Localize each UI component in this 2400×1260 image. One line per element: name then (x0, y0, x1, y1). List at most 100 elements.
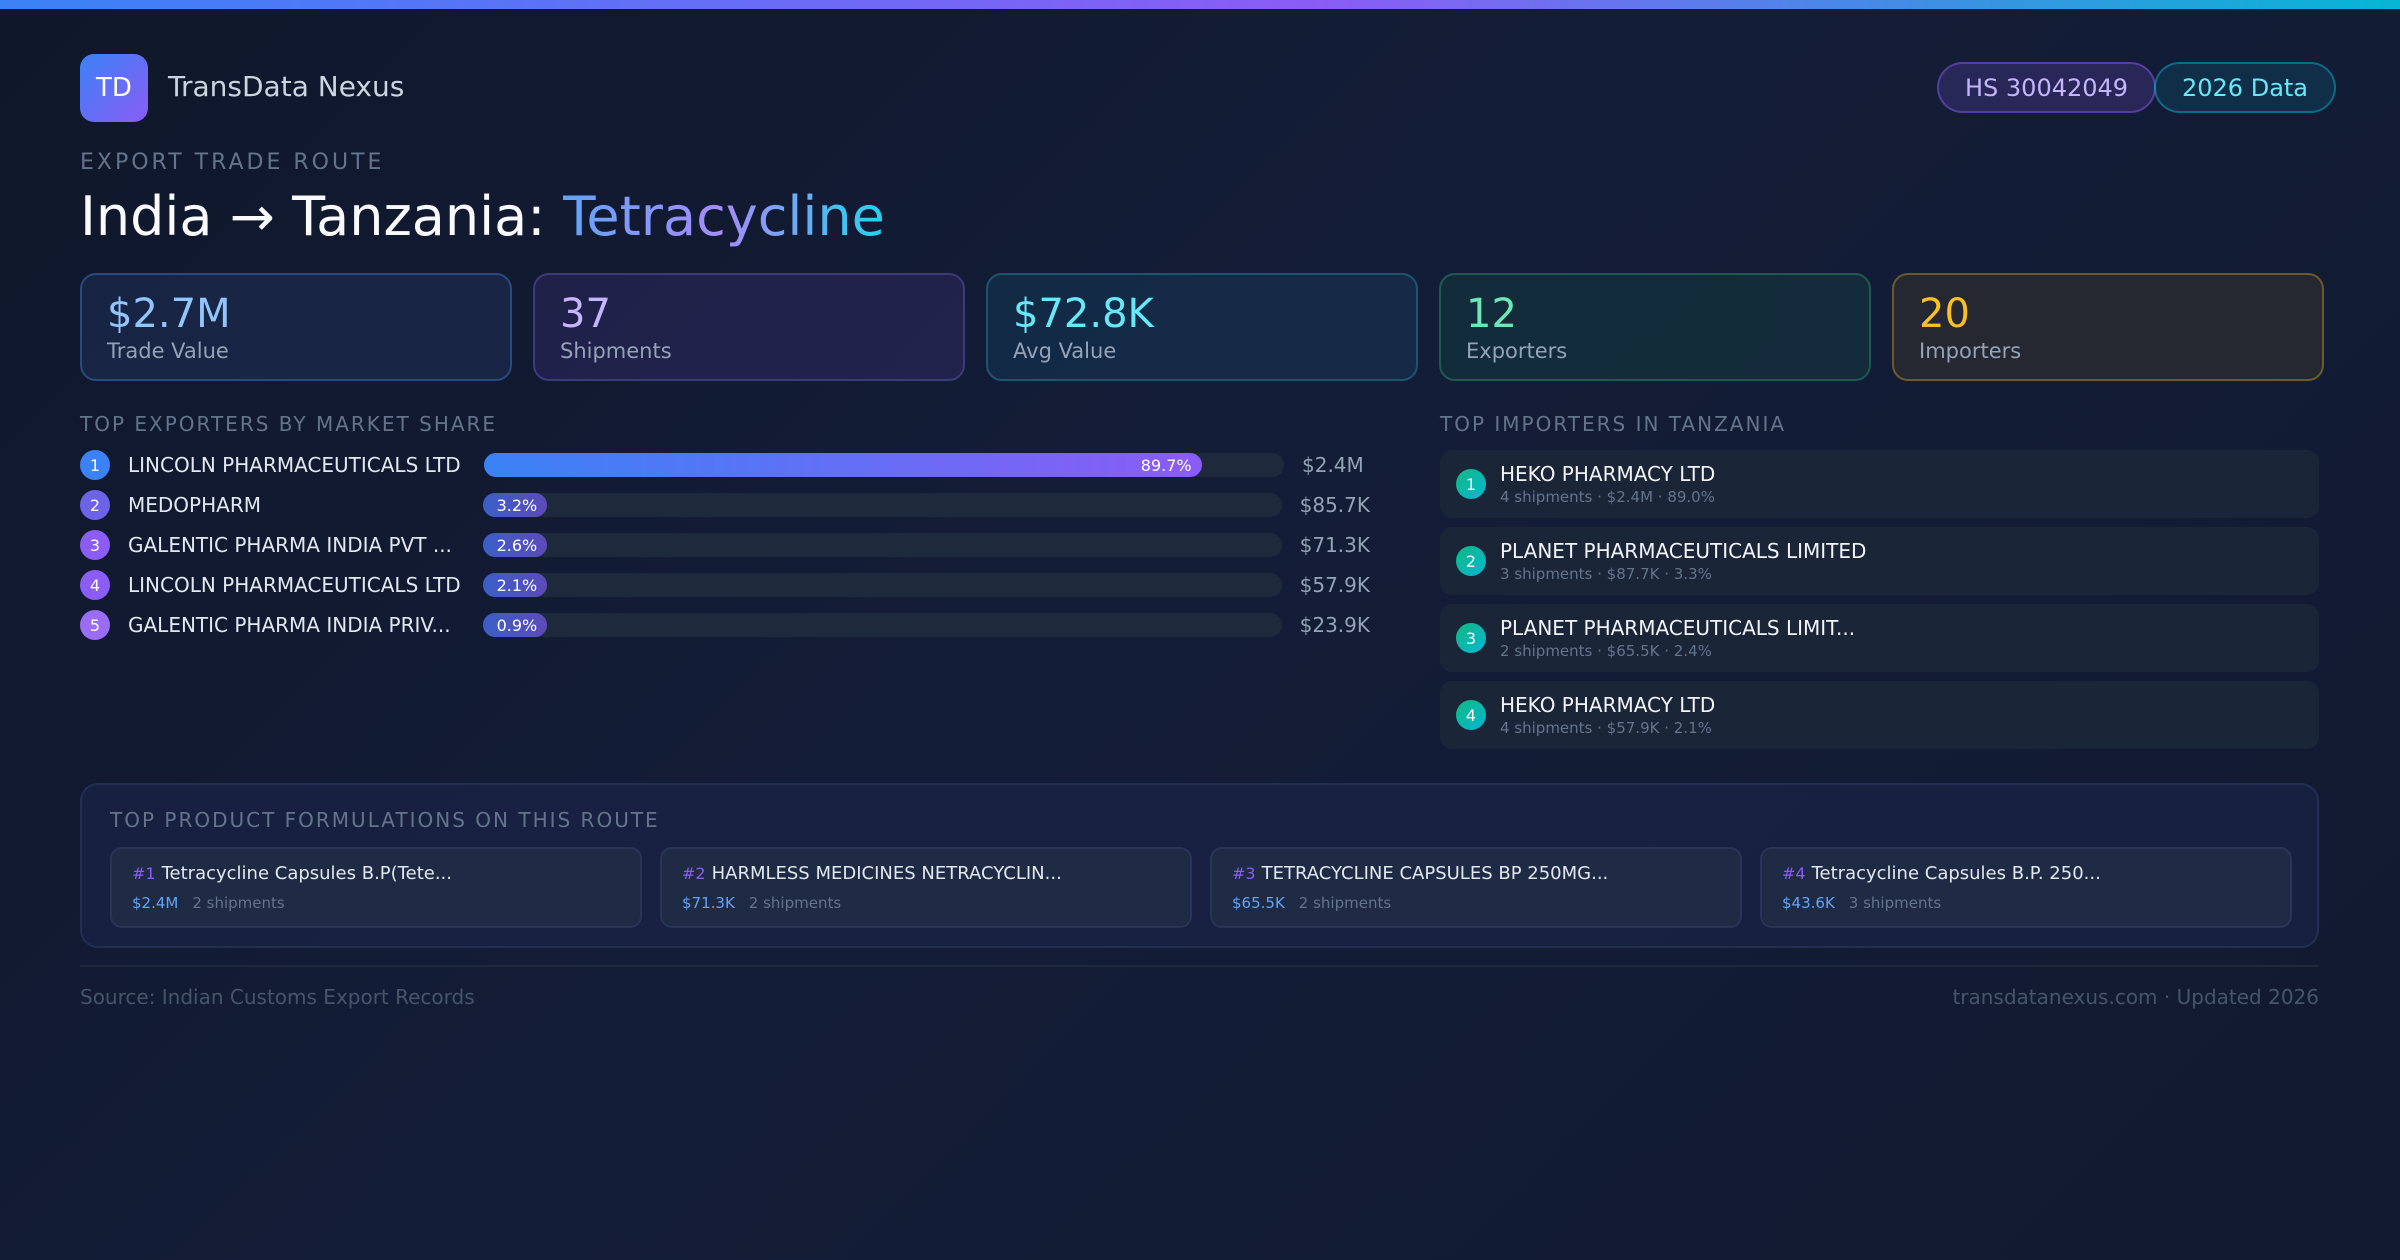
exporter-value: $2.4M (1302, 453, 1364, 477)
exporter-row[interactable]: 3 GALENTIC PHARMA INDIA PVT ... 2.6% $71… (80, 528, 1370, 562)
importer-name: PLANET PHARMACEUTICALS LIMITED (1500, 539, 1867, 563)
stat-label: Importers (1919, 339, 2022, 363)
importer-card[interactable]: 3 PLANET PHARMACEUTICALS LIMIT... 2 ship… (1440, 604, 2319, 672)
exporter-name: GALENTIC PHARMA INDIA PVT ... (128, 533, 452, 557)
exporter-row[interactable]: 1 LINCOLN PHARMACEUTICALS LTD 89.7% $2.4… (80, 448, 1370, 482)
top-accent-bar (0, 0, 2400, 9)
formulation-rank: #2 (682, 864, 706, 883)
share-label: 3.2% (496, 495, 538, 515)
stat-label: Trade Value (107, 339, 229, 363)
logo: TD (80, 54, 148, 122)
stat-value: $72.8K (1013, 291, 1154, 337)
rank-badge: 2 (1456, 546, 1486, 576)
formulation-shipments: 2 shipments (1298, 894, 1392, 912)
exporter-value: $71.3K (1299, 533, 1370, 557)
stat-value: 12 (1466, 291, 1517, 337)
brand-name: TransData Nexus (168, 70, 405, 103)
importer-card[interactable]: 2 PLANET PHARMACEUTICALS LIMITED 3 shipm… (1440, 527, 2319, 595)
importer-meta: 4 shipments · $2.4M · 89.0% (1500, 488, 1715, 506)
exporter-row[interactable]: 4 LINCOLN PHARMACEUTICALS LTD 2.1% $57.9… (80, 568, 1370, 602)
rank-badge: 5 (80, 610, 110, 640)
formulation-rank: #1 (132, 864, 156, 883)
importer-card[interactable]: 4 HEKO PHARMACY LTD 4 shipments · $57.9K… (1440, 681, 2319, 749)
rank-badge: 4 (80, 570, 110, 600)
formulation-cards: #1 Tetracycline Capsules B.P(Tete... $2.4… (110, 847, 2292, 928)
formulation-value: $2.4M (132, 894, 179, 912)
footer-divider (80, 965, 2319, 967)
formulation-shipments: 2 shipments (748, 894, 842, 912)
importer-card[interactable]: 1 HEKO PHARMACY LTD 4 shipments · $2.4M … (1440, 450, 2319, 518)
share-label: 89.7% (1140, 455, 1192, 475)
share-bar-track: 0.9% (483, 613, 1282, 637)
share-bar-fill: 89.7% (484, 453, 1202, 477)
footer-source: Source: Indian Customs Export Records (80, 985, 475, 1009)
exporters-title: TOP EXPORTERS BY MARKET SHARE (80, 412, 498, 436)
formulation-value: $71.3K (682, 894, 735, 912)
exporter-name: MEDOPHARM (128, 493, 261, 517)
exporter-name: LINCOLN PHARMACEUTICALS LTD (128, 453, 461, 477)
stats-row: $2.7M Trade Value 37 Shipments $72.8K Avg V… (80, 273, 2324, 381)
stat-avg-value: $72.8K Avg Value (986, 273, 1418, 381)
formulation-name: Tetracycline Capsules B.P. 250... (1811, 863, 2101, 884)
hs-code-badge: HS 30042049 (1937, 62, 2157, 113)
formulation-name: HARMLESS MEDICINES NETRACYCLIN... (711, 863, 1062, 884)
formulation-shipments: 3 shipments (1848, 894, 1942, 912)
exporter-row[interactable]: 2 MEDOPHARM 3.2% $85.7K (80, 488, 1370, 522)
rank-badge: 1 (1456, 469, 1486, 499)
formulation-rank: #3 (1232, 864, 1256, 883)
importers-title: TOP IMPORTERS IN TANZANIA (1440, 412, 1787, 436)
importer-name: HEKO PHARMACY LTD (1500, 693, 1716, 717)
share-bar-fill: 0.9% (483, 613, 548, 637)
rank-badge: 2 (80, 490, 110, 520)
formulations-title: TOP PRODUCT FORMULATIONS ON THIS ROUTE (110, 808, 660, 832)
formulation-card[interactable]: #1 Tetracycline Capsules B.P(Tete... $2.4… (110, 847, 642, 928)
formulations-panel: TOP PRODUCT FORMULATIONS ON THIS ROUTE #… (80, 783, 2319, 948)
stat-value: 37 (560, 291, 611, 337)
stat-label: Exporters (1466, 339, 1568, 363)
exporter-value: $57.9K (1299, 573, 1370, 597)
formulation-rank: #4 (1782, 864, 1806, 883)
formulation-card[interactable]: #2 HARMLESS MEDICINES NETRACYCLIN... $71.… (660, 847, 1192, 928)
importer-meta: 3 shipments · $87.7K · 3.3% (1500, 565, 1712, 583)
importer-meta: 2 shipments · $65.5K · 2.4% (1500, 642, 1712, 660)
year-badge: 2026 Data (2154, 62, 2337, 113)
share-bar-track: 2.1% (483, 573, 1282, 597)
share-bar-track: 89.7% (484, 453, 1284, 477)
formulation-card[interactable]: #4 Tetracycline Capsules B.P. 250... $43.… (1760, 847, 2292, 928)
eyebrow: EXPORT TRADE ROUTE (80, 150, 385, 175)
rank-badge: 1 (80, 450, 110, 480)
formulation-card[interactable]: #3 TETRACYCLINE CAPSULES BP 250MG... $65.… (1210, 847, 1742, 928)
share-bar-track: 2.6% (483, 533, 1282, 557)
exporter-value: $23.9K (1299, 613, 1370, 637)
stat-shipments: 37 Shipments (533, 273, 965, 381)
exporter-name: GALENTIC PHARMA INDIA PRIV... (128, 613, 451, 637)
route-text: India → Tanzania: (80, 185, 546, 248)
share-bar-fill: 3.2% (483, 493, 548, 517)
stat-label: Avg Value (1013, 339, 1117, 363)
stat-importers: 20 Importers (1892, 273, 2324, 381)
formulation-name: TETRACYCLINE CAPSULES BP 250MG... (1261, 863, 1609, 884)
product-name: Tetracycline (562, 185, 885, 248)
rank-badge: 3 (1456, 623, 1486, 653)
exporter-name: LINCOLN PHARMACEUTICALS LTD (128, 573, 461, 597)
formulation-shipments: 2 shipments (192, 894, 285, 912)
formulation-value: $65.5K (1232, 894, 1285, 912)
rank-badge: 4 (1456, 700, 1486, 730)
importer-meta: 4 shipments · $57.9K · 2.1% (1500, 719, 1712, 737)
importer-name: PLANET PHARMACEUTICALS LIMIT... (1500, 616, 1856, 640)
footer-site[interactable]: transdatanexus.com · Updated 2026 (1952, 985, 2319, 1009)
share-label: 0.9% (496, 615, 538, 635)
stat-label: Shipments (560, 339, 672, 363)
share-label: 2.6% (496, 535, 538, 555)
formulation-value: $43.6K (1782, 894, 1835, 912)
share-label: 2.1% (496, 575, 538, 595)
exporter-value: $85.7K (1299, 493, 1370, 517)
share-bar-track: 3.2% (483, 493, 1282, 517)
rank-badge: 3 (80, 530, 110, 560)
page-title: India → Tanzania: Tetracycline (80, 185, 885, 248)
share-bar-fill: 2.6% (483, 533, 548, 557)
importer-name: HEKO PHARMACY LTD (1500, 462, 1716, 486)
formulation-name: Tetracycline Capsules B.P(Tete... (161, 863, 452, 884)
exporter-row[interactable]: 5 GALENTIC PHARMA INDIA PRIV... 0.9% $23… (80, 608, 1370, 642)
stat-exporters: 12 Exporters (1439, 273, 1871, 381)
